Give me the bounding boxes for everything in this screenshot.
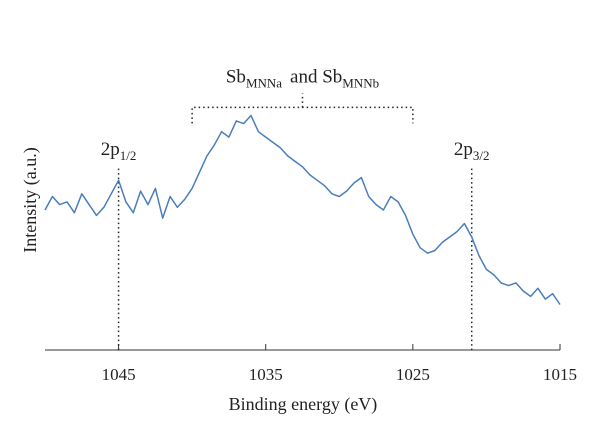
peak-label-3-2: 2p3/2 [454,139,490,163]
x-tick-label-1035: 1035 [249,365,283,384]
x-tick-label-1025: 1025 [396,365,430,384]
sb-mnn-label: SbMNNa and SbMNNb [226,66,379,90]
x-tick-label-1015: 1015 [543,365,577,384]
x-tick-labels: 1045 1035 1025 1015 [102,365,577,384]
y-axis-label: Intensity (a.u.) [20,147,41,252]
annotations: 2p1/2 2p3/2 SbMNNa and SbMNNb [101,66,490,350]
spectrum-line [44,114,561,305]
x-tick-label-1045: 1045 [102,365,136,384]
x-ticks [118,344,561,350]
sb-mnn-bracket [191,93,414,124]
x-axis-label: Binding energy (eV) [229,394,378,415]
peak-label-1-2: 2p1/2 [101,139,137,163]
